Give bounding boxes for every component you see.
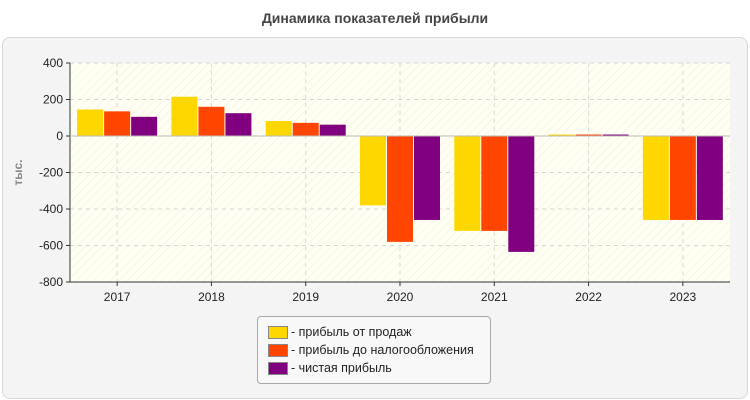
bar bbox=[225, 113, 252, 136]
bar bbox=[198, 106, 225, 136]
bar bbox=[602, 134, 629, 136]
y-tick-label: -600 bbox=[39, 239, 63, 253]
legend-label: - прибыль до налогообложения bbox=[291, 343, 474, 357]
bar bbox=[508, 136, 535, 252]
y-tick-label: 200 bbox=[43, 93, 63, 107]
bar bbox=[642, 136, 669, 220]
bar bbox=[131, 116, 158, 136]
chart-title: Динамика показателей прибыли bbox=[261, 10, 489, 26]
bar bbox=[360, 136, 386, 206]
x-tick-label: 2020 bbox=[387, 290, 414, 304]
bar bbox=[454, 136, 481, 231]
bar bbox=[414, 136, 440, 220]
bar bbox=[265, 121, 292, 136]
bar bbox=[548, 134, 575, 136]
legend-item-pretax-profit: - прибыль до налогообложения bbox=[268, 341, 474, 359]
axes bbox=[66, 62, 730, 286]
y-tick-label: -200 bbox=[39, 166, 63, 180]
bar bbox=[696, 136, 723, 220]
legend-swatch bbox=[268, 343, 288, 357]
legend-item-sales-profit: - прибыль от продаж bbox=[268, 323, 412, 341]
bar bbox=[319, 124, 346, 136]
x-tick-label: 2017 bbox=[104, 290, 131, 304]
bar bbox=[104, 111, 131, 136]
x-tick-label: 2023 bbox=[670, 290, 697, 304]
bar bbox=[292, 122, 319, 136]
legend-label: - прибыль от продаж bbox=[291, 325, 412, 339]
y-tick-label: -800 bbox=[39, 275, 63, 289]
legend-label: - чистая прибыль bbox=[291, 361, 392, 375]
x-tick-label: 2019 bbox=[292, 290, 319, 304]
x-tick-label: 2021 bbox=[481, 290, 508, 304]
legend-swatch bbox=[268, 361, 288, 375]
y-tick-label: -400 bbox=[39, 202, 63, 216]
legend: - прибыль от продаж - прибыль до налогоо… bbox=[257, 316, 491, 384]
x-tick-label: 2022 bbox=[575, 290, 602, 304]
bar bbox=[575, 134, 602, 136]
y-tick-label: 0 bbox=[56, 129, 63, 143]
bar bbox=[669, 136, 696, 220]
y-tick-label: 400 bbox=[43, 56, 63, 70]
bars bbox=[77, 96, 723, 252]
legend-swatch bbox=[268, 325, 288, 339]
x-tick-label: 2018 bbox=[198, 290, 225, 304]
legend-item-net-profit: - чистая прибыль bbox=[268, 359, 392, 377]
bar bbox=[171, 96, 198, 136]
bar bbox=[77, 109, 104, 136]
bar bbox=[387, 136, 413, 242]
tick-labels: 400 200 0 -200 -400 -600 -800 2017 2018 2019 2020 2… bbox=[39, 56, 697, 304]
bar bbox=[481, 136, 508, 231]
y-axis-label: тыс. bbox=[11, 159, 25, 185]
